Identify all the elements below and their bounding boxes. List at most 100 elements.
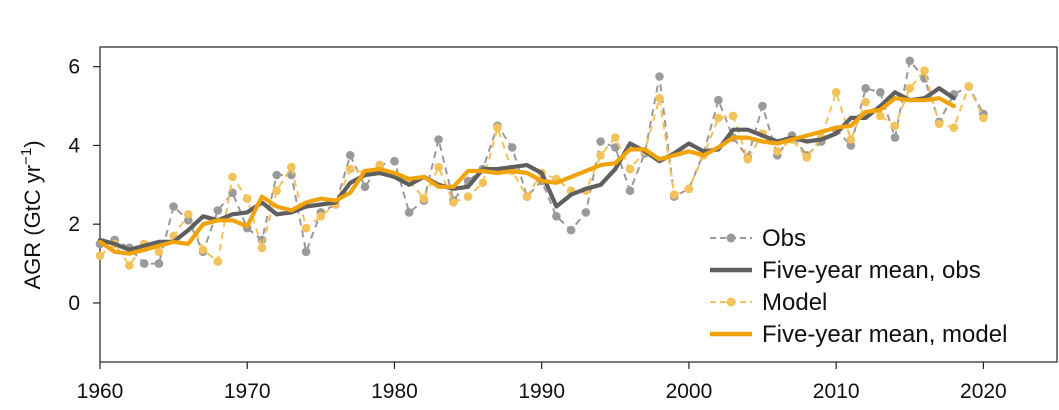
series-model [95,66,988,270]
data-point [154,247,164,257]
data-point [728,111,738,121]
data-point [684,184,694,194]
data-point [228,172,237,182]
data-point [611,143,620,152]
data-point [743,154,753,164]
data-point [95,251,105,260]
y-tick-label: 6 [68,56,80,79]
x-tick-label: 2000 [666,380,713,403]
data-point [714,95,723,105]
data-point [596,151,605,160]
data-point [390,156,399,166]
data-point [449,198,458,207]
x-tick-label: 1960 [77,380,124,403]
legend-label: Model [762,289,827,316]
data-point [287,162,296,172]
y-tick-label: 0 [68,292,80,315]
data-point [905,84,915,93]
series-layer [95,56,988,270]
data-point [773,147,782,156]
data-point [920,66,929,75]
legend-swatch-marker [726,233,736,243]
data-point [861,84,870,93]
x-tick-label: 2010 [813,380,860,403]
series-line [99,58,985,265]
data-point [669,190,679,199]
data-point [625,186,635,195]
data-point [566,225,576,235]
y-axis-label-superscript: −1 [18,148,35,165]
data-point [346,151,355,160]
data-point [434,162,443,172]
legend-entry: Five-year mean, obs [710,257,981,284]
data-point [434,135,443,144]
legend-label: Five-year mean, obs [762,257,981,284]
data-point [316,212,326,221]
data-point [213,257,223,266]
data-point [346,164,355,174]
legend-label: Obs [762,225,806,252]
data-point [655,72,664,81]
legend-label: Five-year mean, model [762,321,1007,348]
svg-text:AGR (GtC yr−1): AGR (GtC yr−1) [18,140,45,289]
series-line [99,68,985,268]
data-point [890,133,900,142]
data-point [125,261,134,270]
data-point [404,208,414,217]
data-point [242,194,252,203]
x-tick-label: 1990 [518,380,565,403]
data-point [139,259,149,268]
series-line [97,96,957,256]
y-axis-label-main: AGR (GtC yr [20,165,45,290]
data-point [964,82,973,91]
data-point [905,56,915,66]
data-point [934,119,944,129]
legend-entry: Model [710,289,827,316]
data-point [876,88,885,97]
data-point [184,210,193,219]
data-point [831,88,841,97]
data-point [846,135,856,144]
data-point [522,192,532,201]
data-point [463,192,473,201]
series-obs [95,56,988,268]
data-point [758,101,767,111]
data-point [596,137,605,146]
plot-area-border [99,46,1058,363]
data-point [154,259,164,268]
data-point [257,243,267,253]
data-point [655,93,664,103]
data-point [714,113,723,123]
legend-entry: Five-year mean, model [710,321,1007,348]
data-point [184,216,193,225]
data-point [301,247,311,257]
data-point [213,206,223,215]
data-point [611,133,620,142]
y-tick-label: 4 [68,134,80,157]
legend-entry: Obs [710,225,806,252]
data-point [861,97,870,107]
data-point [802,153,811,162]
legend: Obs Five-year mean, obs Model Five-year mea… [710,225,1007,348]
data-point [272,170,282,180]
axis-layer: 1960 1970 1980 1990 2000 2010 2020 0 2 4 6 [68,56,1006,403]
x-tick-label: 2020 [960,380,1007,403]
data-point [581,208,591,217]
data-point [419,194,429,203]
data-point [625,164,635,174]
data-point [198,245,208,255]
series-line [97,86,957,252]
x-tick-label: 1970 [224,380,271,403]
y-axis-label: AGR (GtC yr−1) [18,140,45,289]
data-point [493,123,502,132]
data-point [169,202,178,211]
data-point [360,182,370,192]
legend-swatch-marker [726,297,736,307]
series-five-year-mean-obs [97,86,957,252]
plot-frame [99,46,1058,363]
y-axis-label-suffix: ) [20,140,45,147]
x-tick-label: 1980 [371,380,418,403]
data-point [272,186,282,195]
data-point [301,223,311,233]
